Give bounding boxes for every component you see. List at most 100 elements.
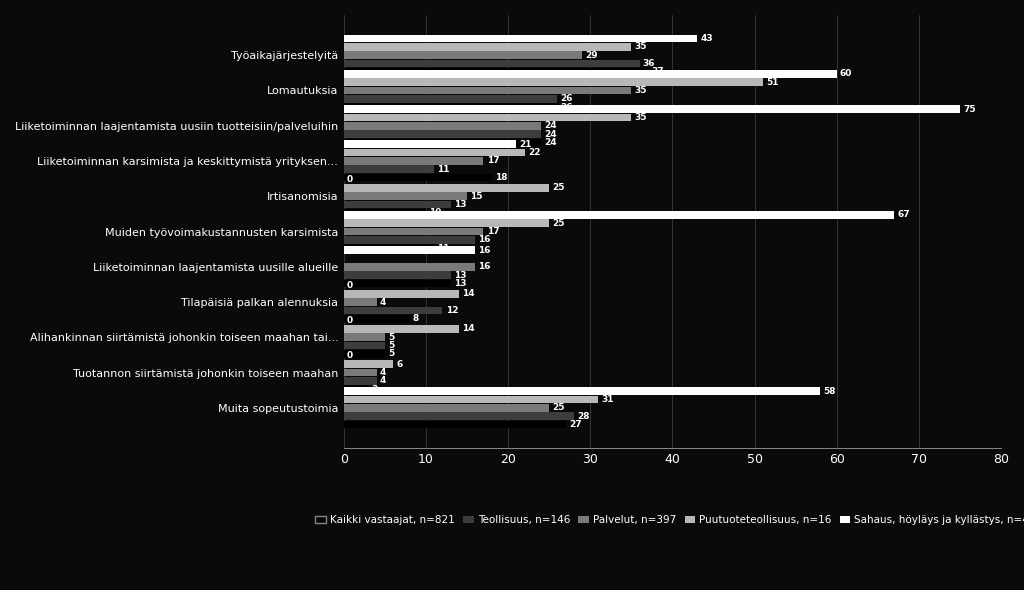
Bar xyxy=(344,385,369,393)
Text: 60: 60 xyxy=(840,69,852,78)
Bar xyxy=(344,377,377,385)
Bar xyxy=(344,95,557,103)
Text: 29: 29 xyxy=(586,51,598,60)
Text: 17: 17 xyxy=(486,227,500,236)
Text: 75: 75 xyxy=(964,104,976,113)
Text: 3: 3 xyxy=(372,385,378,394)
Bar xyxy=(344,404,549,412)
Bar xyxy=(344,35,697,42)
Bar xyxy=(344,122,541,130)
Text: 24: 24 xyxy=(544,138,557,147)
Text: 13: 13 xyxy=(454,271,466,280)
Text: 17: 17 xyxy=(486,156,500,165)
Bar xyxy=(344,165,434,173)
Bar xyxy=(344,307,442,314)
Text: 28: 28 xyxy=(578,412,590,421)
Text: 12: 12 xyxy=(445,306,458,315)
Text: 35: 35 xyxy=(635,86,647,95)
Text: 36: 36 xyxy=(643,59,655,68)
Text: 0: 0 xyxy=(347,175,353,184)
Text: 8: 8 xyxy=(413,314,419,323)
Bar xyxy=(344,412,573,420)
Bar xyxy=(344,43,632,51)
Bar xyxy=(344,87,632,94)
Text: 0: 0 xyxy=(347,281,353,290)
Text: 35: 35 xyxy=(635,42,647,51)
Text: 22: 22 xyxy=(527,148,541,157)
Text: 6: 6 xyxy=(396,360,402,369)
Text: 16: 16 xyxy=(478,263,492,271)
Bar xyxy=(344,228,483,235)
Text: 25: 25 xyxy=(553,183,565,192)
Bar xyxy=(344,105,959,113)
Text: 5: 5 xyxy=(388,333,394,342)
Bar xyxy=(344,290,459,297)
Text: 4: 4 xyxy=(380,376,386,385)
Text: 35: 35 xyxy=(635,113,647,122)
Bar xyxy=(344,211,894,219)
Text: 0: 0 xyxy=(347,316,353,325)
Text: 25: 25 xyxy=(553,219,565,228)
Text: 16: 16 xyxy=(478,235,492,244)
Bar xyxy=(344,113,632,121)
Text: 24: 24 xyxy=(544,130,557,139)
Bar xyxy=(344,140,516,148)
Bar xyxy=(344,149,524,156)
Bar xyxy=(344,174,492,182)
Bar xyxy=(344,369,377,376)
Text: 13: 13 xyxy=(454,279,466,288)
Text: 43: 43 xyxy=(700,34,713,43)
Bar xyxy=(344,325,459,333)
Bar xyxy=(344,244,434,252)
Text: 13: 13 xyxy=(454,200,466,209)
Bar xyxy=(344,68,648,76)
Text: 16: 16 xyxy=(478,245,492,255)
Text: 51: 51 xyxy=(766,78,778,87)
Bar xyxy=(344,342,385,349)
Text: 10: 10 xyxy=(429,208,441,218)
Bar xyxy=(344,157,483,165)
Text: 0: 0 xyxy=(347,352,353,360)
Bar xyxy=(344,315,410,323)
Bar xyxy=(344,350,385,358)
Bar xyxy=(344,298,377,306)
Bar xyxy=(344,236,475,244)
Text: 26: 26 xyxy=(561,103,573,112)
Bar xyxy=(344,360,393,368)
Text: 37: 37 xyxy=(651,67,664,76)
Text: 26: 26 xyxy=(561,94,573,103)
Text: 67: 67 xyxy=(897,211,910,219)
Bar xyxy=(344,421,565,428)
Bar xyxy=(344,78,763,86)
Bar xyxy=(344,219,549,227)
Text: 25: 25 xyxy=(553,404,565,412)
Bar xyxy=(344,130,541,138)
Text: 58: 58 xyxy=(823,386,836,396)
Text: 27: 27 xyxy=(569,420,582,429)
Text: 14: 14 xyxy=(462,289,475,298)
Text: 5: 5 xyxy=(388,349,394,359)
Bar xyxy=(344,388,820,395)
Bar xyxy=(344,184,549,192)
Text: 21: 21 xyxy=(519,140,532,149)
Bar xyxy=(344,103,557,111)
Text: 11: 11 xyxy=(437,165,450,174)
Text: 4: 4 xyxy=(380,368,386,377)
Bar xyxy=(344,263,475,271)
Bar xyxy=(344,209,426,217)
Text: 31: 31 xyxy=(602,395,614,404)
Bar xyxy=(344,139,541,146)
Bar xyxy=(344,280,451,287)
Bar xyxy=(344,192,467,200)
Text: 5: 5 xyxy=(388,341,394,350)
Bar xyxy=(344,271,451,279)
Bar xyxy=(344,201,451,208)
Bar xyxy=(344,396,598,404)
Bar xyxy=(344,60,640,67)
Text: 4: 4 xyxy=(380,297,386,307)
Text: 24: 24 xyxy=(544,121,557,130)
Bar xyxy=(344,51,582,59)
Legend: Kaikki vastaajat, n=821, Teollisuus, n=146, Palvelut, n=397, Puutuoteteollisuus,: Kaikki vastaajat, n=821, Teollisuus, n=1… xyxy=(311,511,1024,529)
Text: 11: 11 xyxy=(437,244,450,253)
Bar xyxy=(344,70,837,78)
